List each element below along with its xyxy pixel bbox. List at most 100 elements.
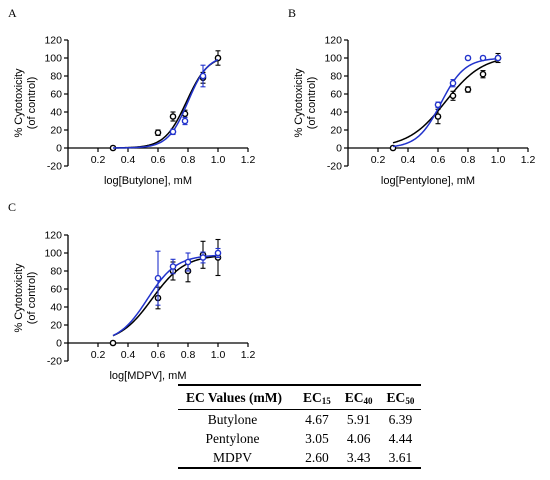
- x-tick-label: 0.6: [151, 154, 166, 166]
- y-tick-label: 100: [44, 53, 62, 65]
- chart-mdpv: -20 0 20 40 60 80 100 120 0.2 0.4 0.6 0.8 1.0 1.2 log[…: [13, 230, 256, 383]
- x-tick-label: 1.2: [241, 349, 256, 361]
- y-axis-label: % Cytotoxicity: [13, 263, 25, 333]
- y-tick-label: 120: [44, 35, 62, 47]
- table-cell: 3.05: [305, 431, 329, 446]
- data-point: [214, 54, 222, 62]
- data-point: [214, 249, 222, 257]
- table-cell: 4.06: [346, 431, 371, 446]
- y-axis-label: (of control): [26, 77, 38, 130]
- y-tick-label: 80: [50, 266, 62, 278]
- y-tick-label: 120: [324, 35, 342, 47]
- data-point: [464, 86, 472, 93]
- table-cell: 4.67: [305, 412, 329, 427]
- data-point: [169, 128, 177, 136]
- y-tick-label: 60: [50, 284, 62, 296]
- data-point: [184, 258, 192, 266]
- y-tick-label: -20: [47, 356, 62, 368]
- y-tick-label: 20: [330, 125, 342, 137]
- y-axis-label: % Cytotoxicity: [293, 68, 305, 138]
- y-tick-label: 40: [50, 107, 62, 119]
- data-point: [154, 129, 162, 136]
- data-point: [169, 113, 177, 120]
- x-tick-label: 0.2: [371, 154, 386, 166]
- table-cell: Pentylone: [205, 431, 260, 446]
- table-cell: MDPV: [178, 448, 297, 469]
- y-tick-label: 0: [56, 143, 62, 155]
- data-point: [199, 254, 207, 261]
- data-point: [434, 101, 442, 109]
- y-tick-label: 80: [50, 71, 62, 83]
- table-header: EC15: [296, 385, 338, 410]
- panel-label-b: B: [288, 6, 297, 20]
- y-axis-label: (of control): [306, 77, 318, 130]
- fit-curve-blue: [112, 254, 219, 337]
- x-tick-label: 0.6: [151, 349, 166, 361]
- x-axis-label: log[Butylone], mM: [104, 175, 192, 187]
- y-tick-label: 20: [50, 125, 62, 137]
- y-tick-label: 0: [56, 338, 62, 350]
- data-point: [479, 70, 487, 78]
- y-tick-label: 20: [50, 320, 62, 332]
- data-point: [479, 54, 487, 62]
- data-point: [109, 339, 117, 347]
- x-tick-label: 0.2: [91, 154, 106, 166]
- x-tick-label: 0.4: [121, 349, 136, 361]
- y-tick-label: -20: [327, 161, 342, 173]
- y-axis-label: % Cytotoxicity: [13, 68, 25, 138]
- x-tick-label: 0.4: [121, 154, 136, 166]
- y-tick-label: 120: [44, 230, 62, 242]
- y-tick-label: 40: [330, 107, 342, 119]
- x-tick-label: 0.8: [461, 154, 476, 166]
- x-axis-label: log[Pentylone], mM: [381, 175, 475, 187]
- table-header: EC50: [379, 385, 422, 410]
- x-tick-label: 0.2: [91, 349, 106, 361]
- table-cell: 5.91: [346, 412, 371, 427]
- ec-values-table: EC Values (mM) EC15 EC40 EC50 Butylone 4…: [178, 384, 422, 469]
- y-tick-label: 80: [330, 71, 342, 83]
- y-tick-label: 60: [330, 89, 342, 101]
- data-point: [169, 263, 177, 270]
- data-point: [449, 92, 457, 100]
- chart-pentylone: -20 0 20 40 60 80 100 120 0.2 0.4 0.6 0.8 1.0 1.2 log[…: [293, 35, 536, 188]
- table-header: EC40: [337, 385, 380, 410]
- table-row: MDPV 2.60 3.43 3.61: [178, 448, 422, 469]
- table-header: EC Values (mM): [178, 385, 297, 410]
- x-tick-label: 1.0: [211, 349, 226, 361]
- y-tick-label: 60: [50, 89, 62, 101]
- table-cell: 2.60: [296, 448, 338, 469]
- data-point: [154, 274, 162, 282]
- y-tick-label: 0: [336, 143, 342, 155]
- table-cell: Butylone: [207, 412, 258, 427]
- table-header-row: EC Values (mM) EC15 EC40 EC50: [178, 385, 422, 410]
- data-point: [181, 117, 189, 125]
- x-tick-label: 1.2: [241, 154, 256, 166]
- x-tick-label: 0.4: [401, 154, 416, 166]
- table-cell: 3.43: [337, 448, 380, 469]
- data-point: [464, 54, 472, 62]
- table-row: Butylone 4.67 5.91 6.39: [178, 410, 421, 430]
- y-tick-label: -20: [47, 161, 62, 173]
- x-tick-label: 0.8: [181, 349, 196, 361]
- x-tick-label: 0.6: [431, 154, 446, 166]
- chart-butylone: -20 0 20 40 60 80 100 120 0.2 0.4 0.6 0.8 1.0 1.2 log[…: [13, 35, 256, 188]
- fit-curve-black: [392, 59, 499, 144]
- data-point: [494, 54, 502, 62]
- y-tick-label: 40: [50, 302, 62, 314]
- fit-curve-blue: [392, 57, 499, 148]
- table-cell: 4.44: [388, 431, 413, 446]
- data-point: [199, 72, 207, 80]
- data-point: [434, 113, 442, 120]
- panel-label-a: A: [8, 6, 17, 20]
- data-point: [449, 79, 457, 87]
- table-cell: 6.39: [388, 412, 413, 427]
- y-tick-label: 100: [44, 248, 62, 260]
- x-tick-label: 1.0: [211, 154, 226, 166]
- x-tick-label: 1.2: [521, 154, 536, 166]
- y-axis-label: (of control): [26, 272, 38, 325]
- y-tick-label: 100: [324, 53, 342, 65]
- x-tick-label: 0.8: [181, 154, 196, 166]
- panel-label-c: C: [8, 200, 17, 214]
- table-row: Pentylone 3.05 4.06 4.44: [178, 429, 421, 448]
- table-cell: 3.61: [379, 448, 422, 469]
